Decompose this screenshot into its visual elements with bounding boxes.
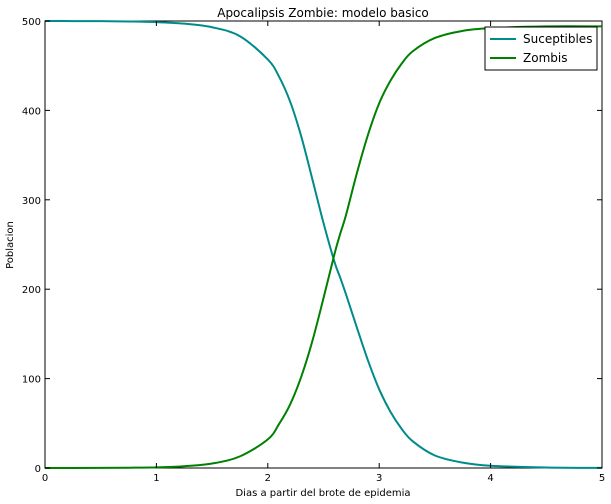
x-tick-label: 0: [42, 473, 48, 484]
series-line-suceptibles: [44, 20, 603, 469]
chart-title: Apocalipsis Zombie: modelo basico: [217, 6, 429, 20]
y-tick-label: 300: [22, 196, 41, 207]
series-line-zombis: [44, 25, 603, 470]
x-tick-label: 5: [599, 473, 605, 484]
x-tick-label: 2: [265, 473, 271, 484]
y-tick-label: 500: [22, 17, 41, 28]
x-tick-label: 1: [153, 473, 159, 484]
x-axis-label: Dias a partir del brote de epidemia: [235, 488, 410, 499]
legend-label-suceptibles: Suceptibles: [523, 32, 592, 46]
y-axis-label: Poblacion: [5, 221, 16, 269]
x-tick-label: 3: [376, 473, 382, 484]
y-tick-label: 400: [22, 106, 41, 117]
x-tick-label: 4: [487, 473, 493, 484]
y-tick-label: 100: [22, 375, 41, 386]
legend-box: [484, 26, 598, 71]
legend: Suceptibles Zombis: [484, 26, 598, 71]
y-tick-label: 200: [22, 285, 41, 296]
plot-area: [44, 20, 603, 469]
legend-label-zombis: Zombis: [523, 51, 567, 65]
y-tick-label: 0: [35, 464, 41, 475]
